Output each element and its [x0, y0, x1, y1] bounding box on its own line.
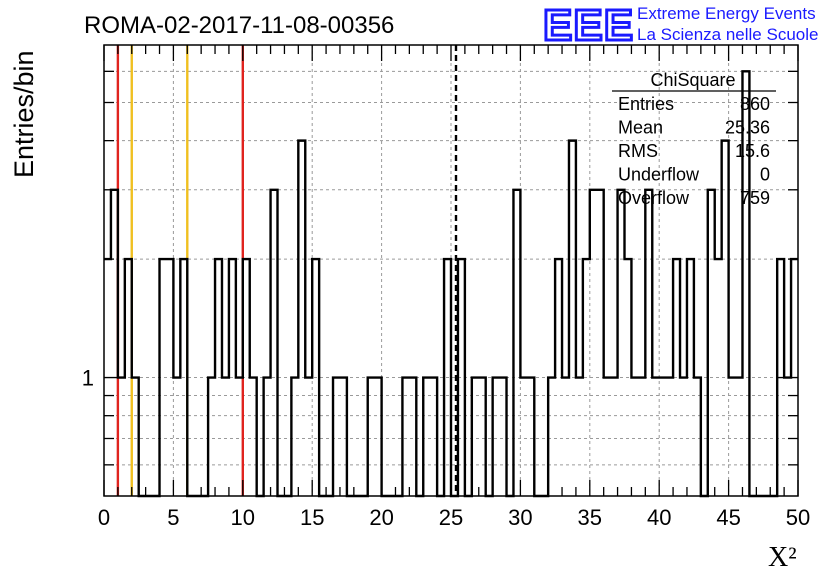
x-tick-label: 30	[508, 505, 532, 530]
eee-logo: EEE Extreme Energy Events La Scienza nel…	[542, 0, 819, 52]
x-tick-label: 35	[578, 505, 602, 530]
stats-label: RMS	[618, 141, 658, 161]
stats-label: Entries	[618, 94, 674, 114]
stats-label: Overflow	[618, 188, 690, 208]
stats-value: 15.6	[735, 141, 770, 161]
x-tick-label: 45	[716, 505, 740, 530]
stats-value: 759	[740, 188, 770, 208]
y-axis-ticks: 1	[82, 70, 798, 466]
chart-title: ROMA-02-2017-11-08-00356	[84, 12, 394, 39]
stats-label: Underflow	[618, 165, 700, 185]
x-tick-label: 50	[786, 505, 810, 530]
eee-logo-mark: EEE	[543, 1, 634, 50]
x-tick-label: 25	[439, 505, 463, 530]
x-axis-ticks: 0 5 10 15 20 25 30 35 40 45 50	[98, 45, 810, 530]
stats-rows: Entries 860 Mean 25.36 RMS 15.6 Underflow 0 Over…	[618, 94, 770, 208]
y-axis-label: Entries/bin	[9, 50, 39, 178]
stats-label: Mean	[618, 118, 663, 138]
stats-box: ChiSquare Entries 860 Mean 25.36 RMS 15.6 Unde…	[612, 70, 776, 208]
stats-value: 25.36	[725, 118, 770, 138]
x-tick-label: 0	[98, 505, 110, 530]
x-tick-label: 15	[300, 505, 324, 530]
logo-line-2: La Scienza nelle Scuole	[637, 25, 818, 44]
x-tick-label: 5	[167, 505, 179, 530]
logo-line-1: Extreme Energy Events	[637, 4, 816, 23]
x-tick-label: 20	[369, 505, 393, 530]
stats-box-title: ChiSquare	[650, 70, 735, 90]
x-tick-label: 10	[231, 505, 255, 530]
y-tick-label: 1	[82, 366, 94, 391]
stats-value: 0	[760, 165, 770, 185]
x-tick-label: 40	[647, 505, 671, 530]
x-axis-label: X²	[768, 542, 797, 572]
stats-value: 860	[740, 94, 770, 114]
